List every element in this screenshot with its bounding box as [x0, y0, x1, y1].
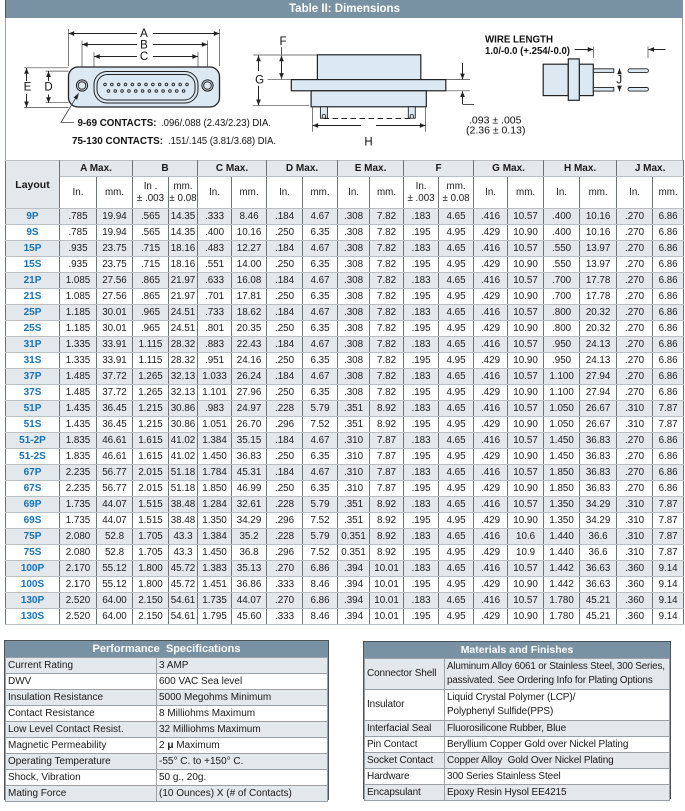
svg-text:H: H	[364, 137, 372, 149]
svg-text:F: F	[279, 36, 286, 48]
svg-text:E: E	[24, 82, 32, 94]
svg-text:.151/.145 (3.81/3.68) DIA.: .151/.145 (3.81/3.68) DIA.	[168, 135, 276, 147]
svg-text:D: D	[44, 82, 52, 94]
svg-text:A: A	[140, 28, 148, 40]
svg-text:B: B	[140, 40, 148, 52]
svg-text:WIRE LENGTH: WIRE LENGTH	[485, 34, 553, 46]
svg-text:9-69 CONTACTS:: 9-69 CONTACTS:	[78, 117, 157, 129]
svg-text:(2.36 ± 0.13): (2.36 ± 0.13)	[466, 125, 525, 137]
svg-text:C: C	[140, 51, 148, 63]
svg-text:1.0/-0.0 (+.254/-0.0): 1.0/-0.0 (+.254/-0.0)	[485, 45, 570, 57]
svg-text:G: G	[255, 75, 264, 87]
svg-text:J: J	[616, 75, 622, 87]
svg-text:.096/.088 (2.43/2.23) DIA.: .096/.088 (2.43/2.23) DIA.	[161, 117, 271, 129]
svg-text:.093 ± .005: .093 ± .005	[469, 115, 522, 127]
svg-text:75-130 CONTACTS:: 75-130 CONTACTS:	[72, 135, 163, 147]
